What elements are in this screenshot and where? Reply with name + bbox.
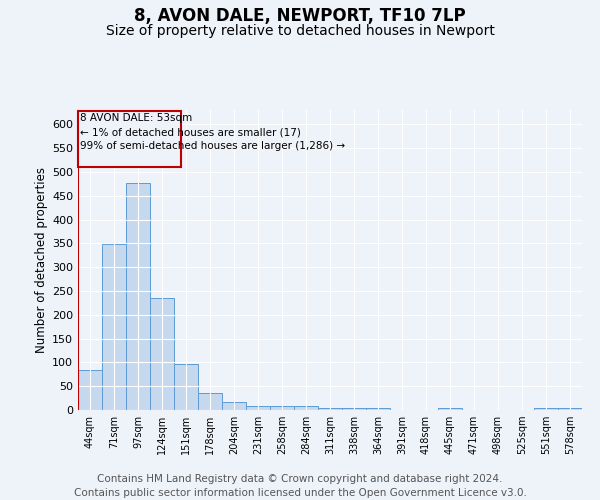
FancyBboxPatch shape — [78, 111, 181, 167]
Bar — [534, 408, 558, 410]
Bar — [342, 408, 366, 410]
Bar — [246, 406, 270, 410]
Text: 8, AVON DALE, NEWPORT, TF10 7LP: 8, AVON DALE, NEWPORT, TF10 7LP — [134, 8, 466, 26]
Bar — [222, 402, 246, 410]
Bar — [558, 408, 582, 410]
Text: 8 AVON DALE: 53sqm
← 1% of detached houses are smaller (17)
99% of semi-detached: 8 AVON DALE: 53sqm ← 1% of detached hous… — [80, 114, 346, 152]
Bar — [126, 183, 150, 410]
Bar — [438, 408, 462, 410]
Bar — [198, 393, 222, 410]
Y-axis label: Number of detached properties: Number of detached properties — [35, 167, 48, 353]
Bar — [102, 244, 126, 410]
Bar — [294, 406, 318, 410]
Bar — [270, 406, 294, 410]
Bar — [78, 370, 102, 410]
Bar — [318, 408, 342, 410]
Text: Contains HM Land Registry data © Crown copyright and database right 2024.
Contai: Contains HM Land Registry data © Crown c… — [74, 474, 526, 498]
Bar — [366, 408, 390, 410]
Bar — [150, 298, 174, 410]
Bar — [174, 364, 198, 410]
Text: Size of property relative to detached houses in Newport: Size of property relative to detached ho… — [106, 24, 494, 38]
